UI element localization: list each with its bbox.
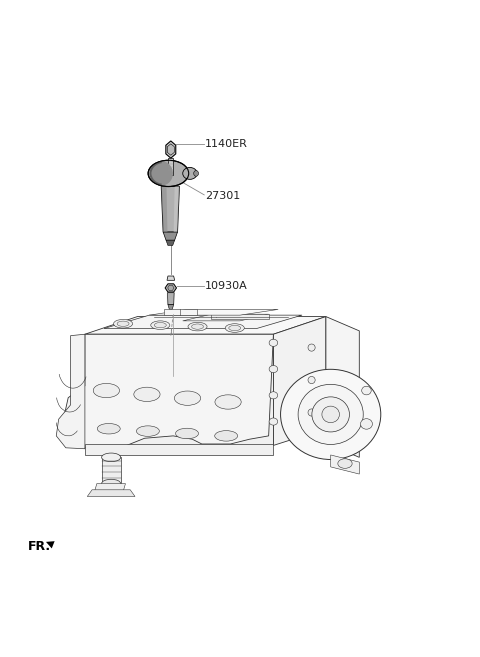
Polygon shape [56, 334, 85, 449]
Polygon shape [149, 309, 278, 315]
Ellipse shape [281, 369, 381, 459]
Polygon shape [168, 144, 174, 155]
Polygon shape [95, 484, 125, 491]
Text: 1140ER: 1140ER [205, 139, 248, 149]
Ellipse shape [308, 376, 315, 384]
Ellipse shape [312, 397, 349, 432]
Ellipse shape [225, 324, 244, 332]
Polygon shape [85, 444, 274, 455]
Ellipse shape [269, 392, 278, 399]
Text: 10930A: 10930A [205, 281, 248, 290]
Ellipse shape [97, 424, 120, 434]
Polygon shape [168, 158, 173, 175]
Ellipse shape [269, 339, 278, 346]
Ellipse shape [183, 168, 197, 179]
Polygon shape [326, 317, 360, 457]
Ellipse shape [155, 323, 166, 328]
Polygon shape [331, 455, 360, 474]
Polygon shape [166, 141, 176, 158]
Polygon shape [161, 187, 180, 232]
Polygon shape [102, 457, 120, 484]
Polygon shape [104, 315, 302, 328]
Polygon shape [183, 314, 269, 321]
Polygon shape [168, 285, 174, 290]
Polygon shape [167, 276, 175, 281]
Ellipse shape [148, 160, 189, 187]
Ellipse shape [117, 321, 129, 327]
Ellipse shape [298, 384, 363, 445]
Ellipse shape [152, 162, 173, 185]
Ellipse shape [215, 395, 241, 409]
Polygon shape [274, 317, 326, 445]
Polygon shape [164, 309, 197, 315]
Text: FR.: FR. [28, 540, 51, 553]
Polygon shape [163, 232, 178, 240]
Ellipse shape [229, 325, 240, 330]
Ellipse shape [269, 365, 278, 373]
Ellipse shape [188, 323, 207, 331]
Ellipse shape [308, 409, 315, 416]
Ellipse shape [176, 428, 199, 439]
Polygon shape [165, 284, 177, 292]
Ellipse shape [102, 480, 120, 488]
Ellipse shape [151, 321, 170, 329]
Polygon shape [211, 314, 269, 319]
Ellipse shape [269, 418, 278, 425]
Polygon shape [174, 187, 180, 232]
Ellipse shape [93, 384, 120, 397]
Ellipse shape [114, 319, 132, 328]
Text: 27301: 27301 [205, 191, 240, 201]
Ellipse shape [174, 391, 201, 405]
Polygon shape [85, 317, 326, 334]
Ellipse shape [338, 459, 352, 468]
Ellipse shape [360, 419, 372, 429]
Polygon shape [168, 305, 174, 309]
Polygon shape [166, 240, 175, 246]
Ellipse shape [134, 387, 160, 401]
Polygon shape [63, 334, 274, 448]
Ellipse shape [308, 344, 315, 351]
Ellipse shape [192, 324, 204, 329]
Polygon shape [85, 334, 274, 445]
Polygon shape [168, 293, 174, 305]
Ellipse shape [215, 430, 238, 441]
Ellipse shape [362, 386, 371, 395]
Ellipse shape [194, 171, 199, 176]
Polygon shape [161, 187, 168, 232]
Ellipse shape [322, 406, 339, 422]
Polygon shape [87, 490, 135, 497]
Ellipse shape [136, 426, 159, 436]
Ellipse shape [102, 453, 120, 462]
